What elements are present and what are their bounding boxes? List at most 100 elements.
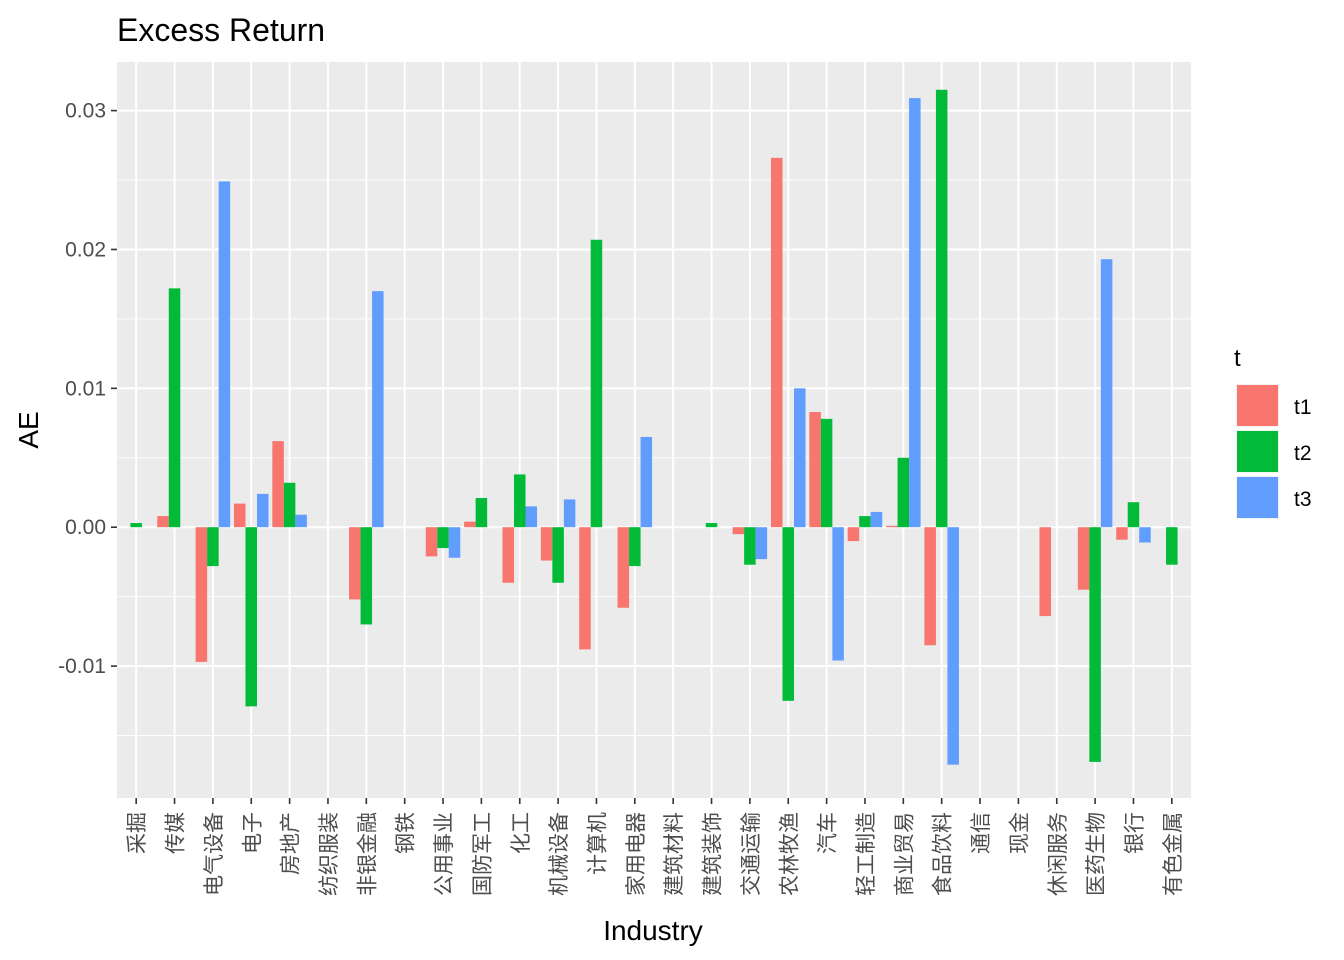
bar-t3-公用事业 [448,527,461,558]
x-axis-title: Industry [603,915,703,946]
chart-title: Excess Return [117,12,325,48]
x-tick-label: 电子 [240,812,264,854]
x-tick-label: 商业贸易 [892,812,916,896]
bar-t1-传媒 [157,516,169,528]
x-tick-label: 建筑装饰 [701,812,725,896]
bar-t3-非银金融 [372,291,384,528]
x-tick-label: 轻工制造 [854,812,878,896]
bar-t1-银行 [1116,527,1128,540]
x-tick-label: 交通运输 [739,812,763,896]
bar-t2-房地产 [283,482,296,528]
bar-t3-轻工制造 [870,511,883,528]
bar-t2-食品饮料 [935,89,948,528]
y-axis-title: AE [13,411,44,448]
x-tick-label: 采掘 [125,812,149,854]
x-tick-label: 食品饮料 [931,812,955,896]
bar-t3-农林牧渔 [794,388,806,528]
y-tick-label: 0.01 [65,377,106,400]
x-tick-label: 农林牧渔 [777,812,801,896]
legend-title: t [1234,345,1241,372]
legend: t t1 t2 t3 [1234,345,1312,519]
bar-t3-机械设备 [563,499,576,528]
bar-t2-汽车 [820,418,833,528]
y-tick-label: -0.01 [58,655,106,678]
bar-t3-房地产 [295,514,307,528]
y-tick-label: 0.00 [65,516,106,539]
bar-t3-家用电器 [640,436,653,528]
legend-key-t3 [1237,477,1278,518]
y-tick-label: 0.02 [65,238,106,261]
x-tick-label: 计算机 [585,812,609,875]
x-tick-label: 非银金融 [355,812,379,896]
x-tick-label: 传媒 [164,812,188,854]
bar-t2-有色金属 [1166,527,1178,565]
x-tick-label: 休闲服务 [1046,812,1070,896]
bar-t2-农林牧渔 [782,527,795,701]
bar-t2-传媒 [168,288,181,528]
bar-t2-电子 [245,527,258,707]
bar-t1-机械设备 [540,527,553,561]
bar-t2-计算机 [590,239,603,528]
legend-label-t3: t3 [1294,488,1312,511]
x-tick-label: 医药生物 [1084,812,1108,896]
bar-t2-建筑装饰 [705,523,718,528]
x-tick-label: 通信 [969,812,993,854]
bar-t1-公用事业 [425,527,438,557]
bar-t1-交通运输 [732,527,745,535]
bar-t2-采掘 [130,523,142,528]
bar-t1-休闲服务 [1039,527,1051,617]
x-tick-label: 机械设备 [547,812,571,896]
bar-t1-汽车 [809,411,821,528]
bar-t3-电气设备 [218,181,231,528]
x-tick-label: 银行 [1122,812,1146,854]
x-axis: 采掘 传媒 电气设备 电子 房地产 纺织服装 非银金融 钢铁 公用事业 国防军工 化工 机械设备 计算机… [125,798,1185,896]
bar-t2-交通运输 [744,527,756,565]
bar-t1-食品饮料 [924,527,936,646]
x-tick-label: 有色金属 [1161,812,1185,896]
bar-t3-医药生物 [1100,259,1113,528]
bar-t2-非银金融 [360,527,373,625]
bar-t1-轻工制造 [847,527,860,542]
bar-t3-商业贸易 [909,98,921,528]
legend-key-t1 [1237,385,1278,426]
bar-t2-国防军工 [475,498,488,528]
y-tick-label: 0.03 [65,100,106,123]
legend-label-t2: t2 [1294,442,1312,465]
bar-t2-医药生物 [1089,527,1101,762]
bar-t1-电气设备 [195,527,208,662]
bar-t1-国防军工 [464,521,476,528]
bar-t2-机械设备 [552,527,564,583]
y-axis: -0.01 0.00 0.01 0.02 0.03 [58,100,117,678]
x-tick-label: 现金 [1007,812,1031,854]
bar-t2-家用电器 [629,527,641,567]
x-tick-label: 家用电器 [624,812,648,896]
bar-t2-化工 [513,474,526,528]
minor-gridlines [117,179,1191,736]
bar-t1-化工 [502,527,514,583]
x-tick-label: 公用事业 [432,812,456,896]
x-tick-label: 化工 [509,812,533,854]
legend-key-t2 [1237,431,1278,472]
bar-t3-化工 [525,506,538,528]
bar-t2-银行 [1127,502,1140,528]
bar-t2-公用事业 [437,527,449,549]
legend-label-t1: t1 [1294,396,1312,419]
bar-t2-电气设备 [207,527,219,567]
x-tick-label: 纺织服装 [317,812,341,896]
bar-t3-银行 [1139,527,1151,543]
bar-t1-农林牧渔 [770,157,783,528]
x-tick-label: 汽车 [816,812,840,854]
plot-panel [117,62,1191,798]
x-tick-label: 电气设备 [202,812,226,896]
x-tick-label: 房地产 [279,812,303,875]
bar-t3-汽车 [832,527,844,661]
bar-t3-交通运输 [755,527,768,560]
bar-t3-电子 [257,493,269,528]
bars [130,89,1178,765]
bar-t3-食品饮料 [947,527,959,765]
bar-t1-房地产 [272,441,284,528]
x-tick-label: 钢铁 [394,812,418,854]
x-tick-label: 国防军工 [470,812,494,896]
bar-t1-商业贸易 [886,525,898,528]
